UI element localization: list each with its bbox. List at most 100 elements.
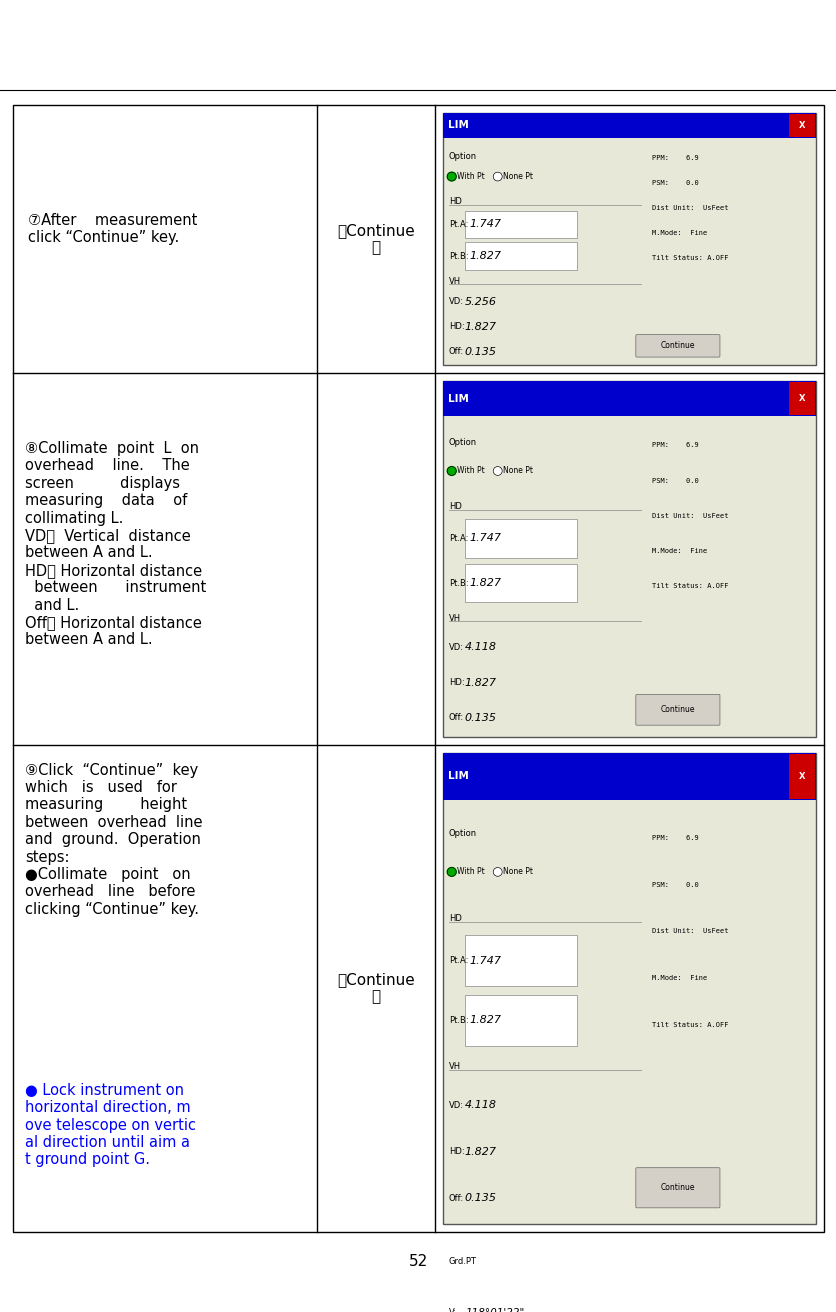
Circle shape xyxy=(492,172,502,181)
Bar xyxy=(788,382,814,416)
Text: HD: HD xyxy=(448,501,461,510)
Text: PSM:    0.0: PSM: 0.0 xyxy=(651,478,698,484)
Text: X: X xyxy=(798,121,804,130)
Text: Pt.B:: Pt.B: xyxy=(448,579,468,588)
Circle shape xyxy=(446,467,456,475)
Text: X: X xyxy=(798,394,804,403)
Text: With Pt: With Pt xyxy=(456,467,484,475)
Bar xyxy=(464,935,576,987)
Text: PPM:    6.9: PPM: 6.9 xyxy=(651,834,698,841)
Circle shape xyxy=(446,172,456,181)
Text: PSM:    0.0: PSM: 0.0 xyxy=(651,882,698,888)
Bar xyxy=(442,380,815,416)
Text: Off:: Off: xyxy=(448,348,463,356)
Text: Off:: Off: xyxy=(448,714,463,723)
FancyBboxPatch shape xyxy=(635,1168,719,1208)
Text: 4.118: 4.118 xyxy=(464,643,496,652)
Circle shape xyxy=(492,467,502,475)
Text: 1.747: 1.747 xyxy=(469,533,501,543)
Text: None Pt: None Pt xyxy=(502,867,532,876)
Circle shape xyxy=(492,867,502,876)
Text: Dist Unit:  UsFeet: Dist Unit: UsFeet xyxy=(651,513,727,518)
Text: Option: Option xyxy=(448,829,477,838)
Bar xyxy=(442,113,815,365)
Text: 1.827: 1.827 xyxy=(469,579,501,588)
Text: LIM: LIM xyxy=(447,394,468,404)
Text: HD: HD xyxy=(448,197,461,206)
Text: 【Continue
】: 【Continue 】 xyxy=(337,972,415,1005)
Text: Continue: Continue xyxy=(660,341,695,350)
Text: VH: VH xyxy=(448,614,461,623)
Text: ⑦After    measurement
click “Continue” key.: ⑦After measurement click “Continue” key. xyxy=(28,213,197,245)
Text: ● Lock instrument on
horizontal direction, m
ove telescope on vertic
al directio: ● Lock instrument on horizontal directio… xyxy=(25,1082,196,1168)
Text: HD: HD xyxy=(448,914,461,924)
Text: M.Mode:  Fine: M.Mode: Fine xyxy=(651,231,706,236)
Text: 1.747: 1.747 xyxy=(469,956,501,966)
Text: With Pt: With Pt xyxy=(456,172,484,181)
Text: Pt.B:: Pt.B: xyxy=(448,252,468,261)
Text: 0.135: 0.135 xyxy=(464,712,496,723)
Text: 1.827: 1.827 xyxy=(464,677,496,687)
Text: Tilt Status: A.OFF: Tilt Status: A.OFF xyxy=(651,256,727,261)
Text: 52: 52 xyxy=(409,1253,427,1269)
Text: None Pt: None Pt xyxy=(502,467,532,475)
Text: Off:: Off: xyxy=(448,1194,463,1203)
Text: LIM: LIM xyxy=(447,771,468,781)
Text: Tilt Status: A.OFF: Tilt Status: A.OFF xyxy=(651,1022,727,1027)
Text: VD:: VD: xyxy=(448,297,463,306)
Text: M.Mode:  Fine: M.Mode: Fine xyxy=(651,548,706,554)
Text: Continue: Continue xyxy=(660,1183,695,1193)
Text: 1.827: 1.827 xyxy=(469,1015,501,1025)
Text: 1.827: 1.827 xyxy=(464,1147,496,1157)
Text: PSM:    0.0: PSM: 0.0 xyxy=(651,180,698,186)
Text: Dist Unit:  UsFeet: Dist Unit: UsFeet xyxy=(651,929,727,934)
Bar xyxy=(464,520,576,558)
Text: With Pt: With Pt xyxy=(456,867,484,876)
Text: None Pt: None Pt xyxy=(502,172,532,181)
Text: 1.827: 1.827 xyxy=(464,321,496,332)
Bar xyxy=(464,564,576,602)
Text: ⑧Collimate  point  L  on
overhead    line.    The
screen          displays
measu: ⑧Collimate point L on overhead line. The… xyxy=(25,441,206,647)
Text: Pt.A:: Pt.A: xyxy=(448,220,467,228)
Text: 【Continue
】: 【Continue 】 xyxy=(337,223,415,255)
Text: PPM:    6.9: PPM: 6.9 xyxy=(651,155,698,161)
Bar xyxy=(464,211,576,237)
Text: Option: Option xyxy=(448,152,477,160)
Text: 5.256: 5.256 xyxy=(464,297,496,307)
Text: VD:: VD: xyxy=(448,643,463,652)
Bar xyxy=(461,1290,580,1312)
Text: ⑨Click  “Continue”  key
which   is   used   for
measuring        height
between : ⑨Click “Continue” key which is used for … xyxy=(25,762,202,917)
Text: Pt.A:: Pt.A: xyxy=(448,956,467,966)
FancyBboxPatch shape xyxy=(635,694,719,726)
Bar xyxy=(464,243,576,270)
Text: M.Mode:  Fine: M.Mode: Fine xyxy=(651,975,706,981)
Bar xyxy=(442,380,815,737)
Text: V:: V: xyxy=(448,1308,456,1312)
Bar xyxy=(13,105,823,1232)
Bar xyxy=(788,114,814,136)
Text: 0.135: 0.135 xyxy=(464,346,496,357)
Text: Grd.PT: Grd.PT xyxy=(448,1257,477,1266)
Text: PPM:    6.9: PPM: 6.9 xyxy=(651,442,698,449)
Text: VH: VH xyxy=(448,1063,461,1072)
Text: 4.118: 4.118 xyxy=(464,1099,496,1110)
Text: 1.747: 1.747 xyxy=(469,219,501,230)
Text: LIM: LIM xyxy=(447,121,468,130)
Bar xyxy=(442,113,815,138)
Text: X: X xyxy=(798,771,804,781)
Circle shape xyxy=(446,867,456,876)
Bar xyxy=(442,753,815,800)
Text: Dist Unit:  UsFeet: Dist Unit: UsFeet xyxy=(651,206,727,211)
Text: Pt.B:: Pt.B: xyxy=(448,1015,468,1025)
Text: HD:: HD: xyxy=(448,1147,464,1156)
Bar xyxy=(464,994,576,1046)
Text: Option: Option xyxy=(448,438,477,446)
FancyBboxPatch shape xyxy=(635,335,719,357)
Text: 1.827: 1.827 xyxy=(469,251,501,261)
Text: HD:: HD: xyxy=(448,678,464,687)
Bar xyxy=(788,753,814,799)
Text: 118°01'22": 118°01'22" xyxy=(465,1308,524,1312)
Text: 0.135: 0.135 xyxy=(464,1194,496,1203)
Text: VD:: VD: xyxy=(448,1101,463,1110)
Text: Tilt Status: A.OFF: Tilt Status: A.OFF xyxy=(651,584,727,589)
